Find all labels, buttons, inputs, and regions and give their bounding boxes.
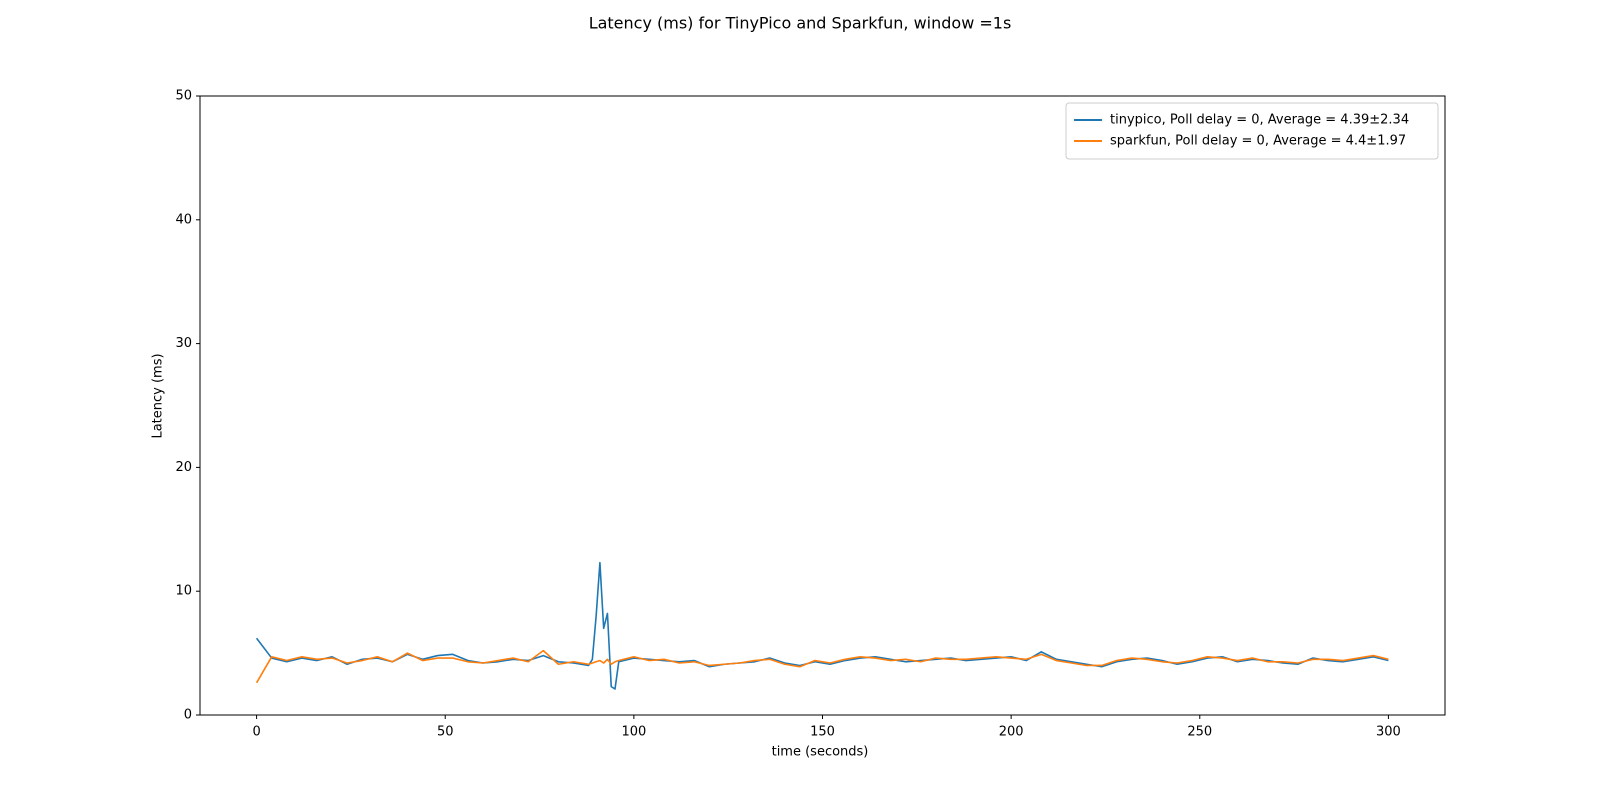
y-tick-label: 0	[184, 708, 192, 723]
plot-frame	[199, 95, 1446, 716]
y-axis-label: Latency (ms)	[151, 353, 166, 438]
y-tick-label: 10	[175, 584, 192, 599]
x-tick-label: 200	[999, 725, 1024, 740]
legend-box	[1065, 102, 1439, 160]
y-tick-label: 30	[175, 336, 192, 351]
series-line	[255, 561, 1389, 690]
chart-title: Latency (ms) for TinyPico and Sparkfun, …	[589, 14, 1012, 33]
x-tick-label: 100	[621, 725, 646, 740]
x-tick-label: 0	[252, 725, 260, 740]
x-axis-label: time (seconds)	[772, 745, 869, 760]
legend-label: tinypico, Poll delay = 0, Average = 4.39…	[1110, 113, 1409, 128]
x-tick-label: 250	[1187, 725, 1212, 740]
y-tick-label: 50	[175, 89, 192, 104]
x-tick-label: 50	[437, 725, 454, 740]
x-tick-label: 300	[1376, 725, 1401, 740]
legend-label: sparkfun, Poll delay = 0, Average = 4.4±…	[1110, 134, 1406, 149]
y-tick-label: 40	[175, 212, 192, 227]
y-tick-label: 20	[175, 460, 192, 475]
x-tick-label: 150	[810, 725, 835, 740]
series-line	[255, 649, 1389, 684]
